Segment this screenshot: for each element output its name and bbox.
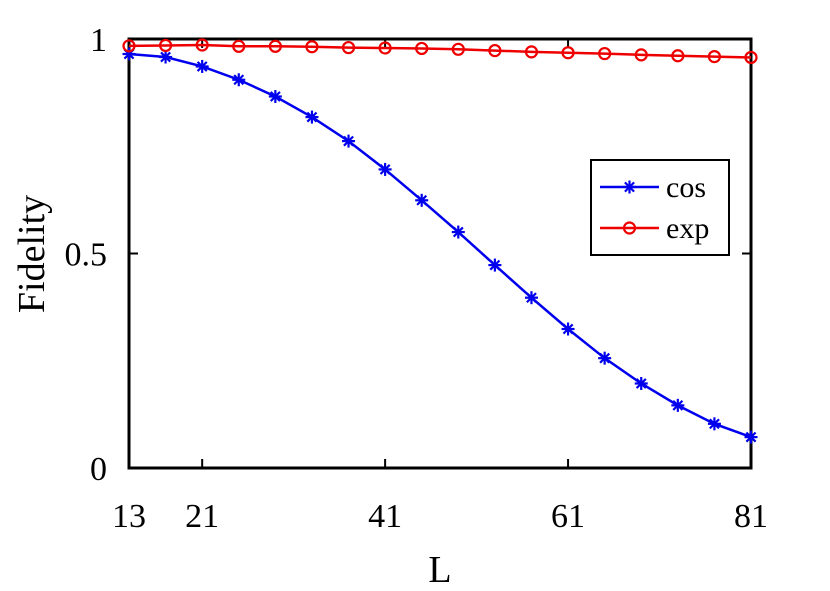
data-point-cos	[268, 89, 282, 103]
tick-labels: 13 21 41 61 81 0 0.5 1	[65, 22, 769, 535]
data-point-exp	[122, 39, 136, 53]
legend-box	[590, 159, 730, 256]
data-point-exp	[598, 46, 612, 61]
data-point-cos	[707, 417, 721, 431]
series-line-cos	[128, 52, 752, 439]
data-point-cos	[451, 225, 465, 239]
data-point-cos	[378, 162, 392, 176]
x-tick-label: 61	[551, 498, 585, 535]
x-axis-label: L	[428, 549, 451, 591]
data-point-cos	[671, 398, 685, 412]
data-point-cos	[159, 50, 173, 64]
x-tick-label: 21	[185, 498, 219, 535]
legend-marker-cos	[623, 180, 636, 194]
x-tick-label: 13	[112, 498, 146, 535]
data-point-exp	[305, 40, 319, 54]
data-point-exp	[524, 45, 539, 59]
data-point-cos	[342, 134, 356, 148]
y-tick-label: 1	[90, 22, 107, 59]
legend-label-exp: exp	[666, 212, 709, 245]
data-point-cos	[744, 430, 758, 444]
data-point-exp	[671, 49, 685, 63]
data-point-exp	[634, 48, 648, 62]
data-point-cos	[561, 322, 575, 336]
data-point-cos	[634, 376, 648, 390]
legend-marker-exp	[622, 221, 637, 235]
series-exp	[122, 38, 758, 65]
series-line-exp	[128, 43, 752, 59]
data-point-exp	[707, 49, 722, 64]
data-point-cos	[598, 351, 612, 365]
data-point-exp	[195, 38, 209, 52]
data-point-exp	[232, 39, 246, 53]
data-point-exp	[158, 38, 173, 53]
data-point-exp	[488, 43, 502, 58]
data-point-cos	[195, 59, 209, 73]
data-point-cos	[524, 291, 538, 305]
data-point-exp	[378, 41, 392, 55]
data-point-exp	[268, 39, 282, 53]
legend-label-cos: cos	[666, 171, 706, 204]
data-point-exp	[415, 41, 429, 56]
series-layer	[122, 38, 758, 444]
data-point-exp	[451, 42, 465, 56]
y-tick-label: 0.5	[65, 237, 108, 274]
legend-marker-exp	[622, 221, 637, 235]
data-point-cos	[488, 258, 502, 272]
data-point-cos	[415, 193, 429, 207]
data-point-cos	[305, 110, 319, 124]
data-point-cos	[232, 73, 246, 87]
data-point-exp	[744, 50, 758, 65]
legend-marker-cos	[623, 180, 636, 194]
x-tick-label: 81	[734, 498, 768, 535]
series-cos	[122, 47, 758, 444]
y-tick-label: 0	[90, 451, 107, 488]
x-tick-label: 41	[368, 498, 402, 535]
data-point-exp	[561, 46, 575, 60]
tick-marks	[128, 38, 752, 469]
legend: cos exp	[590, 159, 730, 256]
data-point-exp	[341, 40, 356, 55]
y-axis-label: Fidelity	[11, 195, 53, 313]
